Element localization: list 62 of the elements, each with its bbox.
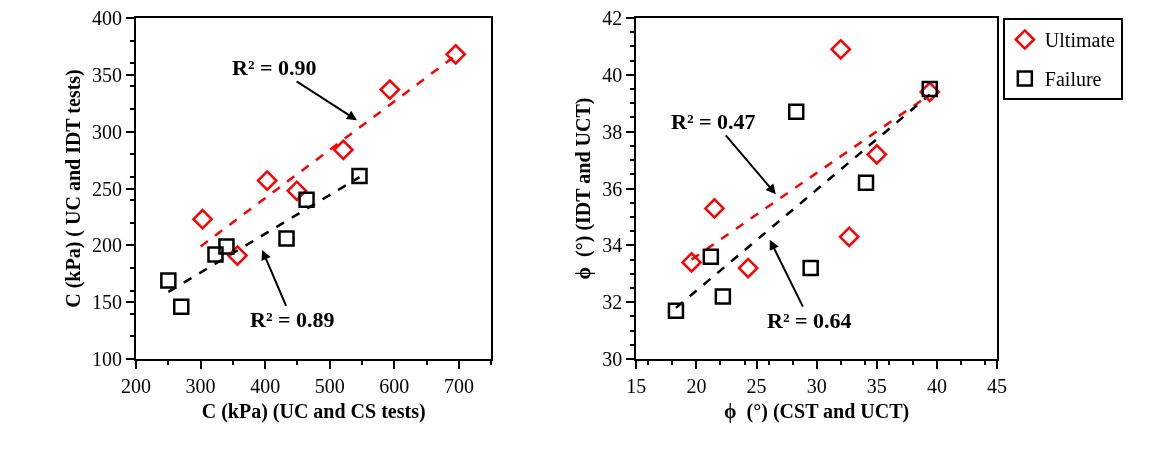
y-tick-label: 42 [602, 7, 623, 29]
point [830, 38, 852, 60]
point [866, 144, 888, 165]
y-tick-label: 350 [92, 63, 123, 86]
annotation: R² = 0.47 [671, 109, 756, 134]
point [218, 238, 235, 255]
point [704, 198, 725, 219]
y-tick-label: 400 [92, 7, 123, 29]
point [445, 44, 467, 65]
y-tick-label: 250 [92, 177, 123, 200]
x-tick-label: 300 [185, 375, 216, 397]
x-tick-label: 700 [443, 375, 474, 397]
y-tick-label: 100 [92, 348, 123, 370]
y-tick-label: 38 [602, 120, 623, 143]
y-tick-label: 32 [602, 291, 623, 314]
y-tick-label: 40 [602, 63, 623, 86]
x-tick-label: 600 [379, 375, 410, 397]
point [702, 248, 720, 265]
point [714, 288, 732, 305]
point [298, 191, 315, 209]
x-axis-title: ϕ (°) (CST and UCT) [724, 400, 910, 423]
point [681, 252, 702, 273]
x-tick-label: 45 [987, 375, 1008, 397]
x-tick-label: 500 [314, 375, 345, 397]
point [173, 298, 190, 315]
x-tick-label: 200 [121, 375, 152, 397]
x-tick-label: 20 [686, 375, 707, 397]
point [351, 167, 368, 185]
x-tick-label: 35 [866, 375, 887, 397]
x-tick-label: 15 [626, 375, 647, 397]
point [332, 139, 354, 161]
y-tick-label: 150 [92, 291, 123, 314]
y-tick-label: 200 [92, 234, 123, 257]
point [737, 257, 759, 279]
x-tick-label: 25 [746, 375, 767, 397]
point [857, 174, 875, 192]
legend-label: Ultimate [1044, 29, 1115, 52]
point [278, 230, 295, 247]
point [838, 226, 860, 248]
y-tick-label: 36 [602, 177, 623, 200]
annotation: R² = 0.90 [232, 55, 317, 80]
legend-label: Failure [1044, 68, 1102, 91]
point [787, 103, 805, 121]
x-tick-label: 40 [926, 375, 947, 397]
x-tick-label: 400 [250, 375, 281, 397]
y-tick-label: 300 [92, 120, 123, 143]
point [802, 259, 819, 277]
point [667, 302, 685, 319]
x-tick-label: 30 [806, 375, 827, 397]
point [160, 272, 177, 289]
y-axis-title: ϕ (°) (IDT and UCT) [572, 97, 596, 280]
point [379, 79, 401, 100]
point [921, 80, 939, 98]
annotation: R² = 0.89 [250, 307, 335, 332]
y-tick-label: 34 [602, 234, 623, 257]
x-axis-title: C (kPa) (UC and CS tests) [201, 400, 426, 423]
point [256, 170, 278, 191]
annotation: R² = 0.64 [767, 308, 852, 333]
point [207, 246, 224, 263]
y-tick-label: 30 [602, 348, 623, 370]
point [192, 208, 213, 230]
y-axis-title: C (kPa) ( UC and IDT tests) [62, 69, 86, 308]
